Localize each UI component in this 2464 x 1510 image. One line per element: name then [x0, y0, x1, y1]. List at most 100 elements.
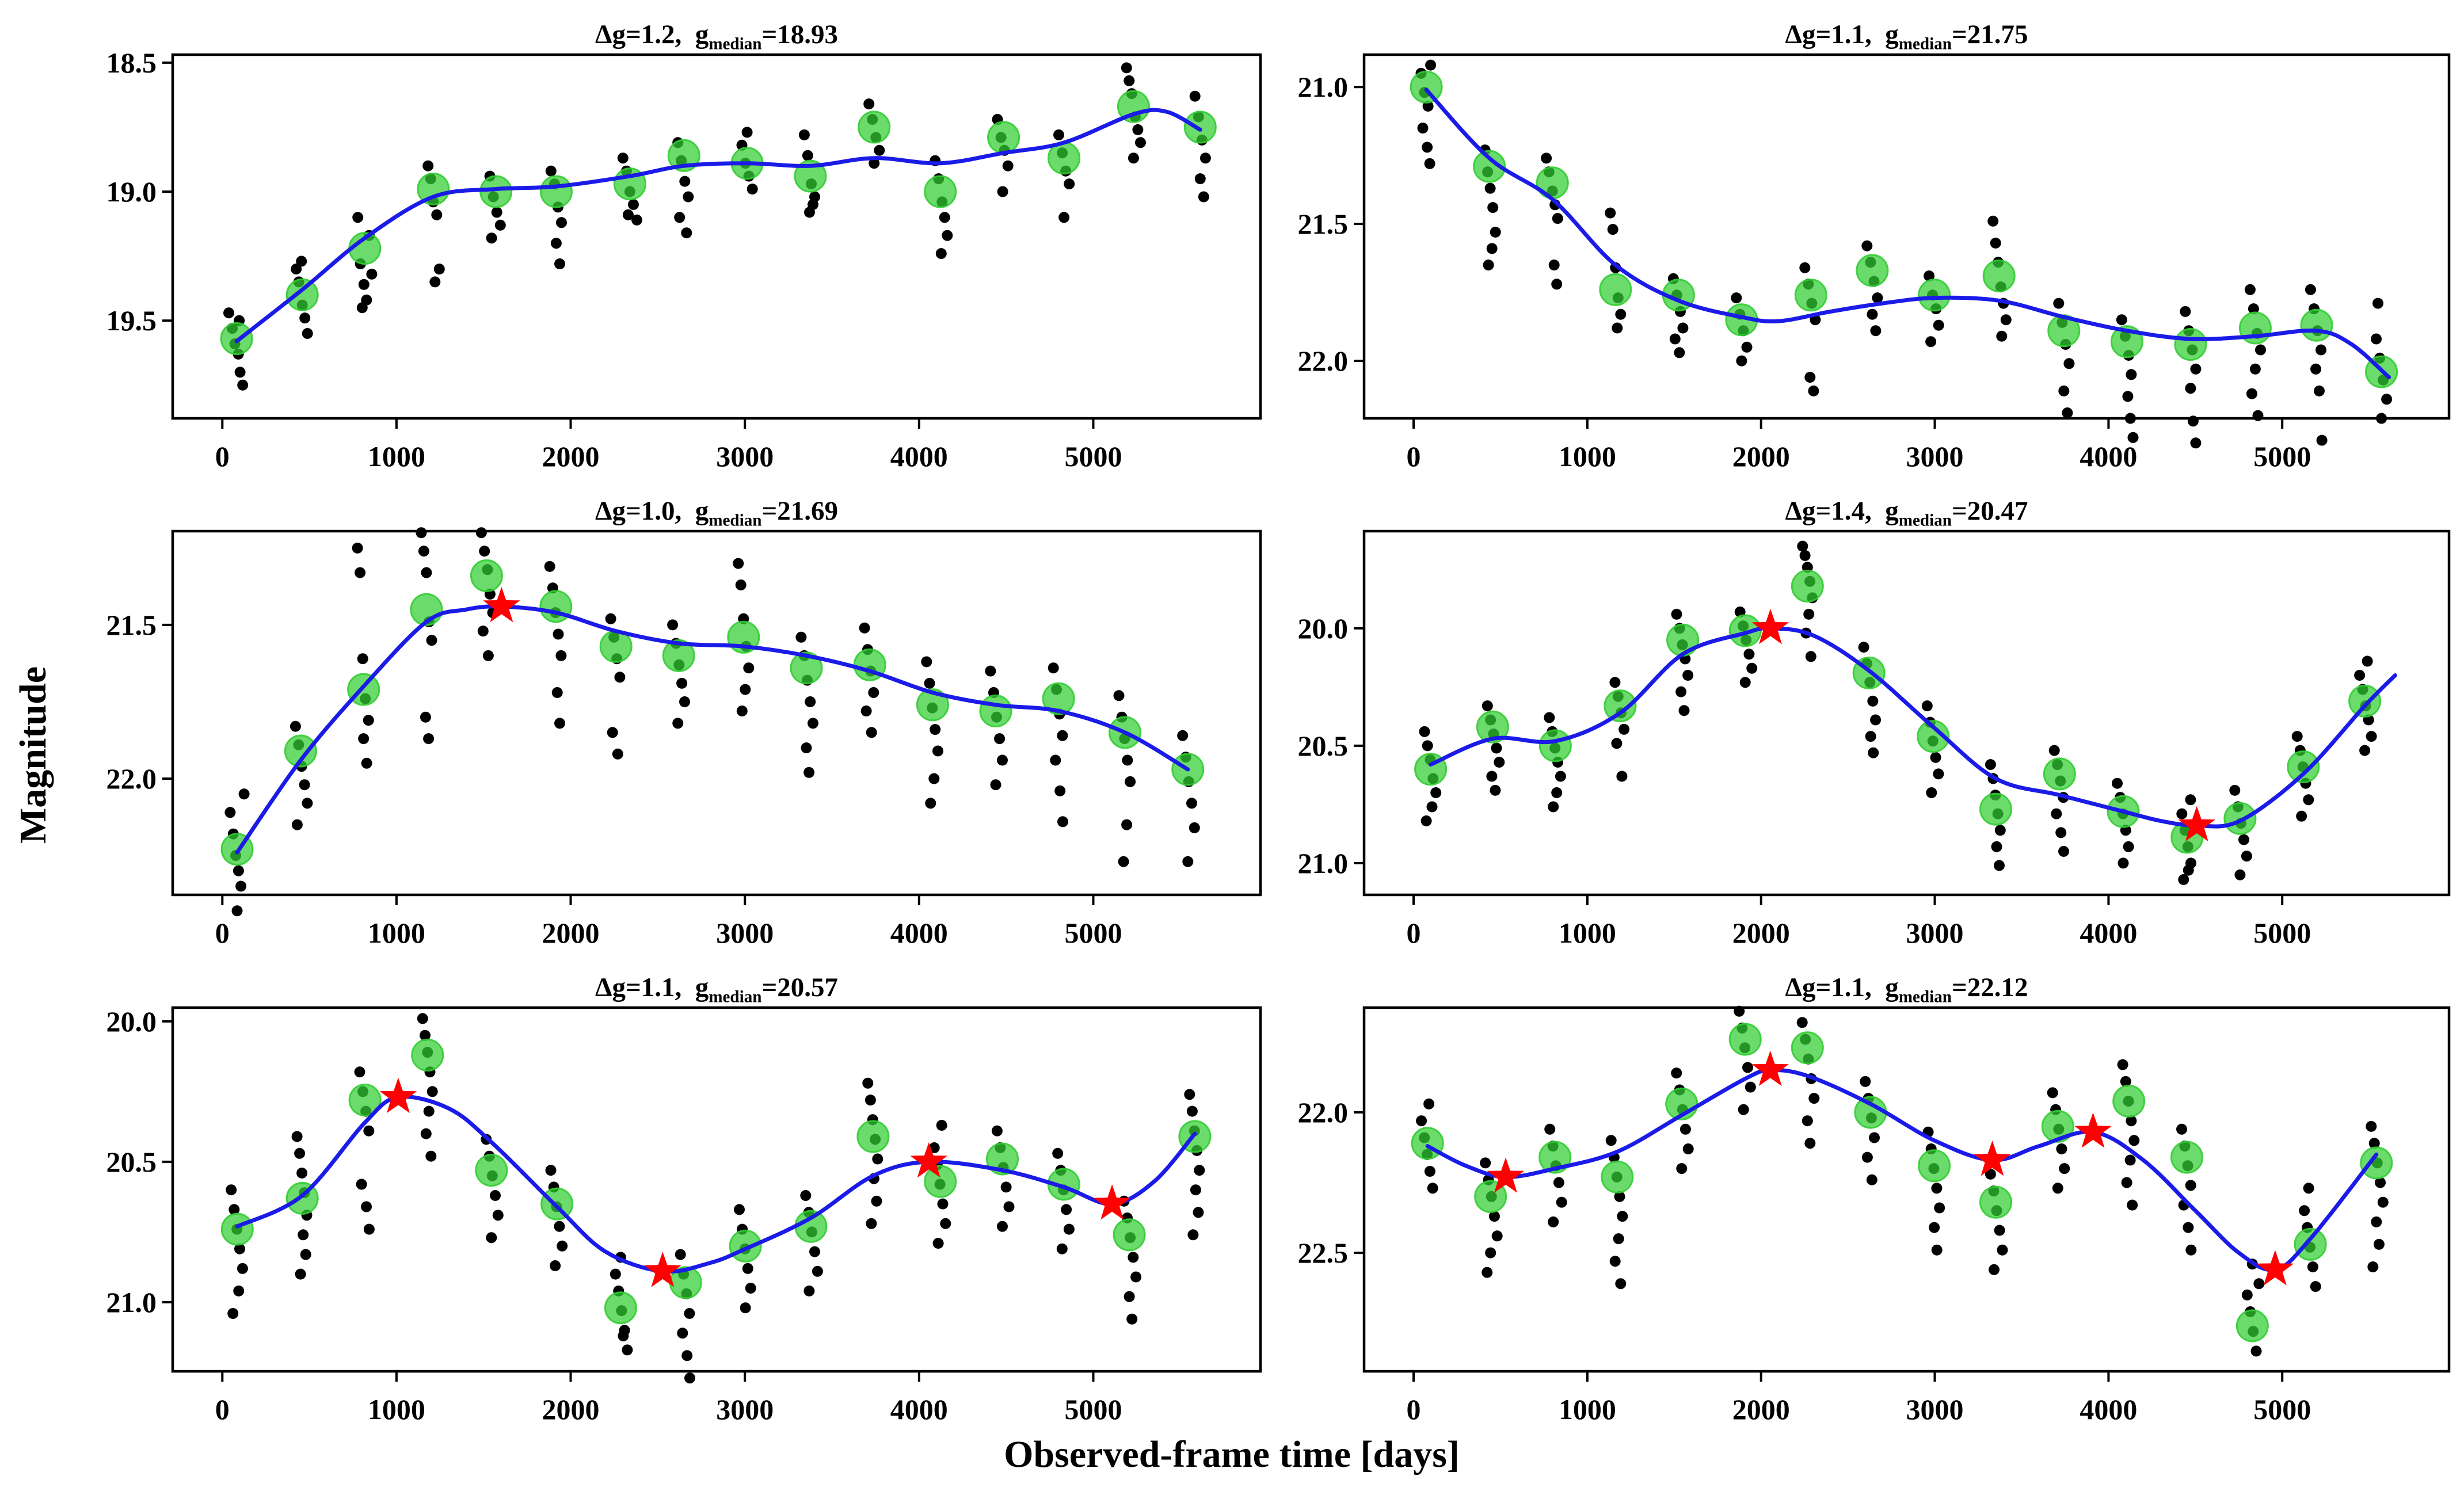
panel-title: Δg=1.4, gmedian=20.47: [1785, 495, 2028, 529]
photometry-dot: [234, 367, 246, 378]
photometry-dot: [422, 160, 434, 171]
g-median-text: =21.75: [1951, 20, 2028, 49]
photometry-dot: [1607, 224, 1618, 235]
photometry-dot: [550, 1260, 561, 1271]
photometry-dot: [631, 214, 642, 226]
photometry-dot: [1189, 822, 1200, 833]
photometry-dot: [1424, 1166, 1435, 1177]
photometry-dot: [2047, 1087, 2058, 1099]
photometry-dot: [1804, 372, 1816, 383]
g-symbol: g: [695, 973, 709, 1002]
photometry-dot: [1125, 776, 1136, 787]
photometry-dot: [1061, 1204, 1072, 1215]
photometry-dot: [1184, 1089, 1195, 1100]
photometry-dot: [554, 258, 565, 269]
photometry-dot: [741, 127, 753, 138]
photometry-dot: [1057, 816, 1068, 828]
x-tick-label: 1000: [368, 917, 425, 949]
photometry-dot: [356, 302, 368, 314]
photometry-dot: [2116, 314, 2127, 326]
photometry-dot: [1989, 1264, 2000, 1275]
y-tick-label: 18.5: [106, 47, 157, 79]
photometry-dot: [1867, 308, 1878, 320]
seasonal-median-point: [1791, 1031, 1824, 1065]
x-tick-label: 5000: [1065, 1393, 1122, 1425]
y-tick-label: 21.5: [1298, 208, 1349, 240]
photometry-dot: [294, 1147, 306, 1159]
photometry-dot: [1553, 1177, 1564, 1188]
photometry-dot: [2316, 434, 2328, 446]
photometry-dot: [1050, 754, 1061, 766]
delta-g-text: Δg=1.2,: [595, 20, 695, 49]
photometry-dot: [1424, 158, 1435, 169]
panel-title: Δg=1.1, gmedian=21.75: [1785, 19, 2028, 52]
photometry-dot: [676, 677, 688, 689]
photometry-dot: [1548, 1216, 1559, 1227]
photometry-dot: [2126, 1115, 2137, 1127]
photometry-dot: [2375, 1177, 2386, 1188]
photometry-dot: [1494, 757, 1505, 768]
photometry-dot: [2244, 284, 2256, 295]
x-tick-label: 4000: [890, 440, 948, 472]
photometry-dot: [2124, 1154, 2136, 1166]
photometry-dot: [227, 1308, 239, 1319]
photometry-dot: [1135, 137, 1146, 148]
axes-frame: [1362, 53, 2451, 420]
photometry-dot: [1052, 1147, 1064, 1159]
photometry-dot: [1544, 1123, 1556, 1135]
seasonal-median-point: [1599, 273, 1632, 306]
photometry-dot: [1669, 333, 1681, 345]
photometry-dot: [1426, 801, 1438, 813]
x-tick-label: 2000: [542, 917, 600, 949]
photometry-dot: [420, 1128, 432, 1139]
photometry-dot: [674, 212, 685, 223]
photometry-dot: [1485, 1247, 1496, 1259]
photometry-dot: [1930, 752, 1941, 763]
photometry-dot: [803, 767, 815, 778]
seasonal-median-point: [916, 688, 949, 722]
photometry-dot: [355, 567, 366, 578]
photometry-dot: [939, 212, 950, 223]
x-axis-label: Observed-frame time [days]: [1004, 1433, 1460, 1475]
extremum-star: [910, 1142, 948, 1178]
delta-g-text: Δg=1.1,: [1785, 20, 1886, 49]
photometry-dot: [237, 379, 249, 391]
photometry-dot: [235, 880, 247, 892]
photometry-dot: [302, 798, 313, 809]
photometry-dot: [1868, 747, 1879, 758]
photometry-dot: [224, 807, 236, 818]
photometry-dot: [486, 232, 497, 244]
photometry-dot: [1858, 642, 1869, 653]
photometry-dot: [683, 191, 694, 203]
extremum-star: [1487, 1157, 1525, 1193]
photometry-dot: [416, 527, 427, 539]
seasonal-median-point: [2223, 802, 2257, 835]
panel-title: Δg=1.1, gmedian=20.57: [595, 972, 838, 1005]
axes-frame: [1362, 1006, 2451, 1373]
photometry-dot: [2253, 1278, 2265, 1290]
photometry-dot: [610, 1268, 621, 1280]
photometry-dot: [936, 1120, 947, 1131]
photometry-dot: [1933, 319, 1944, 331]
photometry-dot: [2316, 344, 2326, 356]
seasonal-median-point: [790, 651, 823, 685]
seasonal-median-point: [1601, 1160, 1634, 1193]
photometry-dot: [2234, 869, 2246, 880]
y-tick-label: 20.5: [1298, 730, 1349, 762]
photometry-dot: [238, 788, 250, 800]
photometry-dot: [1996, 330, 2008, 342]
photometry-dot: [1480, 1157, 1491, 1169]
photometry-dot: [2052, 1183, 2063, 1194]
g-median-text: =18.93: [761, 20, 839, 49]
photometry-dot: [1190, 1184, 1201, 1196]
photometry-dot: [1615, 1278, 1627, 1290]
photometry-dot: [418, 546, 429, 557]
photometry-dot: [1994, 825, 2006, 836]
seasonal-median-point: [987, 121, 1020, 154]
photometry-dot: [291, 819, 303, 830]
photometry-dot: [482, 650, 494, 661]
photometry-dot: [740, 1302, 751, 1314]
photometry-dot: [421, 567, 432, 578]
photometry-dot: [681, 227, 692, 239]
seasonal-median-point: [1183, 110, 1217, 144]
